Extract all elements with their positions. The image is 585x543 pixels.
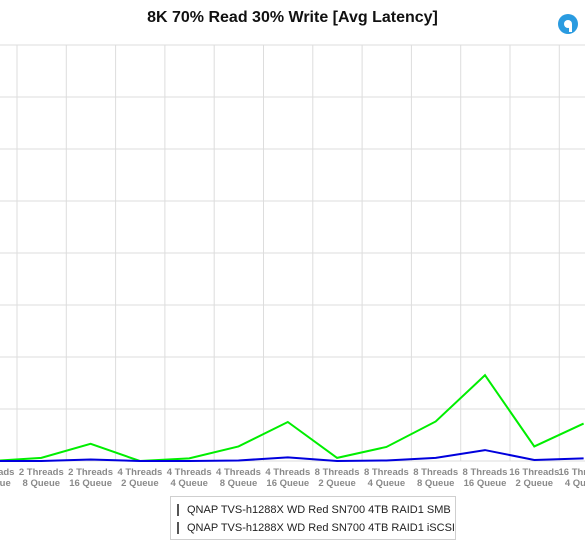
legend-swatch-smb bbox=[177, 504, 179, 516]
chart-title: 8K 70% Read 30% Write [Avg Latency] bbox=[147, 9, 438, 26]
x-tick-label: 4 Threads 16 Queue bbox=[265, 467, 310, 489]
x-tick-label: 8 Threads 4 Queue bbox=[364, 467, 409, 489]
x-tick-label: 16 Threads 2 Queue bbox=[509, 467, 559, 489]
legend-label-smb: QNAP TVS-h1288X WD Red SN700 4TB RAID1 S… bbox=[187, 504, 451, 516]
chart-legend: QNAP TVS-h1288X WD Red SN700 4TB RAID1 S… bbox=[170, 496, 456, 540]
chart-gridlines bbox=[0, 44, 585, 462]
legend-label-iscsi: QNAP TVS-h1288X WD Red SN700 4TB RAID1 i… bbox=[187, 522, 455, 534]
brand-logo-icon bbox=[558, 14, 578, 34]
x-tick-label: 8 Threads 2 Queue bbox=[315, 467, 360, 489]
x-tick-label: 4 Threads 4 Queue bbox=[167, 467, 212, 489]
legend-item-iscsi[interactable]: QNAP TVS-h1288X WD Red SN700 4TB RAID1 i… bbox=[177, 519, 455, 537]
x-tick-label: 8 Threads 16 Queue bbox=[463, 467, 508, 489]
chart-series bbox=[0, 373, 585, 463]
x-tick-label: 8 Threads 8 Queue bbox=[413, 467, 458, 489]
series-line-smb bbox=[0, 373, 585, 463]
x-tick-label: 2 Threads 8 Queue bbox=[19, 467, 64, 489]
x-tick-label: 4 Threads 2 Queue bbox=[117, 467, 162, 489]
x-tick-label: 2 Threads 16 Queue bbox=[68, 467, 113, 489]
legend-item-smb[interactable]: QNAP TVS-h1288X WD Red SN700 4TB RAID1 S… bbox=[177, 501, 451, 519]
series-line-iscsi bbox=[0, 449, 584, 463]
x-tick-label: 4 Threads 8 Queue bbox=[216, 467, 261, 489]
legend-swatch-iscsi bbox=[177, 522, 179, 534]
